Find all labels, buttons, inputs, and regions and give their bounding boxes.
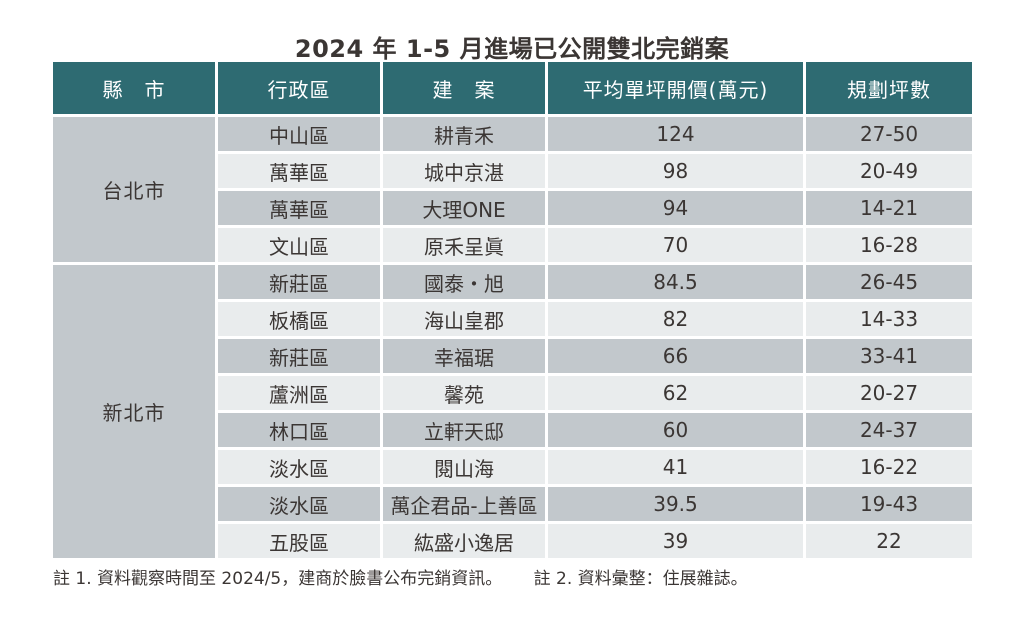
price-cell: 39 <box>548 524 803 558</box>
price-cell: 70 <box>548 228 803 262</box>
area-cell: 24-37 <box>806 413 972 447</box>
project-cell: 立軒天邸 <box>383 413 545 447</box>
area-cell: 19-43 <box>806 487 972 521</box>
district-cell: 林口區 <box>218 413 380 447</box>
city-cell-taipei: 台北市 <box>53 117 215 262</box>
area-cell: 16-22 <box>806 450 972 484</box>
project-cell: 紘盛小逸居 <box>383 524 545 558</box>
footnotes: 註 1. 資料觀察時間至 2024/5，建商於臉書公布完銷資訊。 註 2. 資料… <box>53 564 748 589</box>
header-district: 行政區 <box>218 62 380 114</box>
price-cell: 84.5 <box>548 265 803 299</box>
table-row: 萬華區 城中京湛 98 20-49 <box>53 154 972 188</box>
table-row: 台北市 中山區 耕青禾 124 27-50 <box>53 117 972 262</box>
project-cell: 國泰・旭 <box>383 265 545 299</box>
page-title: 2024 年 1-5 月進場已公開雙北完銷案 <box>294 35 730 63</box>
table-row: 蘆洲區 馨苑 62 20-27 <box>53 376 972 410</box>
project-cell: 原禾呈眞 <box>383 228 545 262</box>
header-price: 平均單坪開價(萬元) <box>548 62 803 114</box>
price-cell: 60 <box>548 413 803 447</box>
header-project: 建 案 <box>383 62 545 114</box>
soldout-table: 縣 市 行政區 建 案 平均單坪開價(萬元) 規劃坪數 台北市 中山區 耕青禾 … <box>50 59 975 561</box>
price-cell: 39.5 <box>548 487 803 521</box>
area-cell: 26-45 <box>806 265 972 299</box>
district-cell: 文山區 <box>218 228 380 262</box>
district-cell: 五股區 <box>218 524 380 558</box>
price-cell: 62 <box>548 376 803 410</box>
footnote-2: 註 2. 資料彙整：住展雜誌。 <box>533 569 748 589</box>
area-cell: 20-49 <box>806 154 972 188</box>
table-row: 新莊區 幸福琚 66 33-41 <box>53 339 972 373</box>
area-cell: 33-41 <box>806 339 972 373</box>
header-area: 規劃坪數 <box>806 62 972 114</box>
header-city: 縣 市 <box>53 62 215 114</box>
area-cell: 20-27 <box>806 376 972 410</box>
project-cell: 萬企君品-上善區 <box>383 487 545 521</box>
project-cell: 大理ONE <box>383 191 545 225</box>
footnote-1: 註 1. 資料觀察時間至 2024/5，建商於臉書公布完銷資訊。 <box>53 569 503 589</box>
table-row: 文山區 原禾呈眞 70 16-28 <box>53 228 972 262</box>
district-cell: 淡水區 <box>218 450 380 484</box>
price-cell: 66 <box>548 339 803 373</box>
district-cell: 新莊區 <box>218 339 380 373</box>
area-cell: 22 <box>806 524 972 558</box>
table-row: 林口區 立軒天邸 60 24-37 <box>53 413 972 447</box>
area-cell: 14-33 <box>806 302 972 336</box>
district-cell: 萬華區 <box>218 191 380 225</box>
project-cell: 城中京湛 <box>383 154 545 188</box>
table-row: 板橋區 海山皇郡 82 14-33 <box>53 302 972 336</box>
project-cell: 海山皇郡 <box>383 302 545 336</box>
table-row: 萬華區 大理ONE 94 14-21 <box>53 191 972 225</box>
table-header-row: 縣 市 行政區 建 案 平均單坪開價(萬元) 規劃坪數 <box>53 62 972 114</box>
price-cell: 82 <box>548 302 803 336</box>
price-cell: 124 <box>548 117 803 151</box>
price-cell: 98 <box>548 154 803 188</box>
area-cell: 16-28 <box>806 228 972 262</box>
area-cell: 27-50 <box>806 117 972 151</box>
area-cell: 14-21 <box>806 191 972 225</box>
city-cell-newtaipei: 新北市 <box>53 265 215 558</box>
table-row: 五股區 紘盛小逸居 39 22 <box>53 524 972 558</box>
table-row: 淡水區 閱山海 41 16-22 <box>53 450 972 484</box>
project-cell: 耕青禾 <box>383 117 545 151</box>
project-cell: 幸福琚 <box>383 339 545 373</box>
district-cell: 中山區 <box>218 117 380 151</box>
table-row: 淡水區 萬企君品-上善區 39.5 19-43 <box>53 487 972 521</box>
district-cell: 板橋區 <box>218 302 380 336</box>
price-cell: 41 <box>548 450 803 484</box>
price-cell: 94 <box>548 191 803 225</box>
district-cell: 萬華區 <box>218 154 380 188</box>
district-cell: 淡水區 <box>218 487 380 521</box>
district-cell: 新莊區 <box>218 265 380 299</box>
project-cell: 馨苑 <box>383 376 545 410</box>
table-row: 新北市 新莊區 國泰・旭 84.5 26-45 <box>53 265 972 558</box>
district-cell: 蘆洲區 <box>218 376 380 410</box>
project-cell: 閱山海 <box>383 450 545 484</box>
